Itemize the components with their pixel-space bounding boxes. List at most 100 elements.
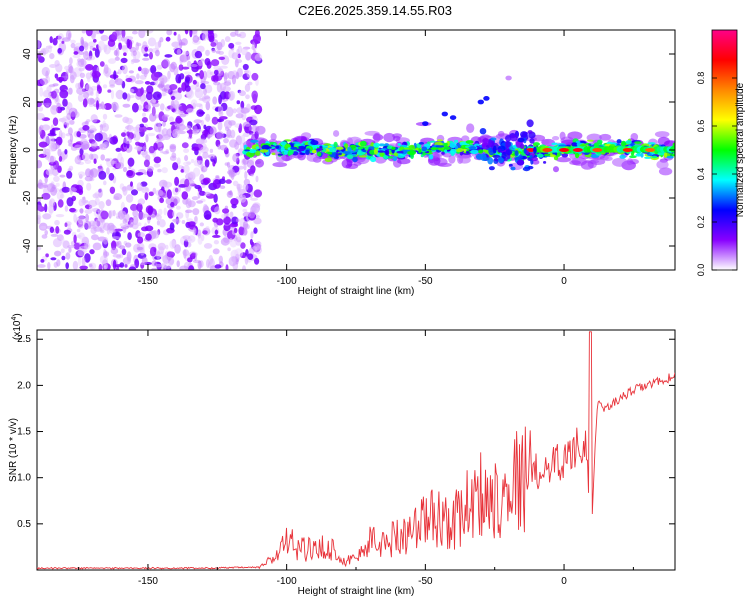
spectrogram-blob [114,56,120,61]
spectrogram-blob [536,153,544,158]
spectrogram-blob [251,72,259,81]
spectrogram-blob [569,160,581,166]
spectrogram-blob [196,200,204,204]
spectrogram-blob [161,167,168,174]
spectrogram-blob [63,229,71,235]
spectrogram-blob [88,138,95,143]
spectrogram-blob [259,149,269,153]
spectrogram-blob [115,162,125,169]
spectrogram-blob [49,226,55,233]
spectrogram-blob [338,152,342,156]
spectrogram-y-label: Frequency (Hz) [8,116,19,185]
spectrogram-blob [73,234,77,244]
spectrogram-blob [154,42,160,51]
spectrogram-blob [523,137,527,144]
spectrogram-blob [69,57,73,65]
spectrogram-blob [156,64,163,70]
spectrogram-blob [111,31,118,42]
spectrogram-blob [53,175,60,182]
spectrogram-blob [166,30,173,36]
spectrogram-blob [172,162,179,171]
spectrogram-blob [454,139,459,143]
spectrogram-blob [243,163,247,171]
spectrogram-blob [134,80,144,85]
spectrogram-blob [65,262,69,270]
spectrogram-blob [466,123,475,133]
spectrogram-blob [149,112,157,122]
spectrogram-blob [112,254,122,258]
spectrogram-blob [333,130,340,137]
spectrogram-blob [492,154,501,159]
spectrogram-blob [117,35,122,42]
spectrogram-blob [68,187,78,193]
spectrogram-blob [125,77,133,83]
spectrogram-blob [64,149,68,155]
spectrogram-blob [182,51,190,56]
spectrogram-blob [88,263,93,267]
spectrogram-blob [90,227,97,235]
spectrogram-blob [157,122,162,133]
spectrogram-blob [504,158,508,162]
spectrogram-blob [510,166,516,171]
spectrogram-blob [39,78,49,86]
spectrogram-blob [305,149,310,155]
spectrogram-blob [40,225,47,230]
spectrogram-blob [122,103,131,108]
spectrogram-blob [49,198,56,207]
spectrogram-blob [85,84,91,91]
spectrogram-blob [224,36,231,43]
spectrogram-blob [587,139,594,142]
spectrogram-streak [477,99,484,105]
spectrogram-blob [163,181,173,188]
spectrogram-blob [132,50,137,56]
spectrogram-blob [465,140,474,144]
spectrogram-x-ticks: -150 -100 -50 0 [138,30,567,287]
spectrogram-blob [176,205,181,210]
spectrogram-blob [211,75,216,82]
spectrogram-blob [111,236,121,240]
spectrogram-blob [242,208,248,213]
spectrogram-blob [91,70,101,79]
spectrogram-blob [115,30,123,36]
spectrogram-blob [147,37,157,47]
spectrogram-blob [136,246,143,251]
spectrogram-blob [153,156,162,164]
spectrogram-blob [575,152,580,159]
spectrogram-blob [98,143,107,151]
spectrogram-blob [127,157,135,167]
spectrogram-blob [41,124,51,131]
spectrogram-blob [176,48,182,55]
spectrogram-blob [383,132,396,143]
spectrogram-blob [99,255,108,265]
spectrogram-blob [76,228,81,233]
spectrogram-blob [176,157,181,165]
spectrogram-blob [658,167,673,176]
spectrogram-blob [248,148,257,154]
spectrogram-blob [78,67,85,72]
spectrogram-blob [68,247,72,253]
spectrogram-blob [252,33,261,44]
spectrogram-blob [252,40,256,51]
spectrogram-blob [93,158,97,164]
spectrogram-blob [61,186,70,193]
spectrogram-blob [47,262,51,270]
spectrogram-blob [49,136,55,143]
spectrogram-panel: -150 -100 -50 0 -40 -20 0 20 40 Height of strai… [8,29,676,297]
spectrogram-blob [102,237,109,245]
spectrogram-blob [158,219,166,228]
spectrogram-blob [173,218,181,224]
spectrogram-blob [92,207,100,213]
spectrogram-blob [144,46,149,52]
spectrogram-blob [38,126,42,136]
spectrogram-blob [255,125,266,135]
spectrogram-blob [70,42,76,49]
spectrogram-blob [88,133,95,140]
spectrogram-blob [204,191,211,197]
spectrogram-blob [148,191,154,197]
spectrogram-blob [141,151,148,158]
spectrogram-blob [113,49,118,56]
spectrogram-blob [54,219,60,226]
y-tick-label: -40 [22,238,33,253]
spectrogram-blob [121,30,126,39]
